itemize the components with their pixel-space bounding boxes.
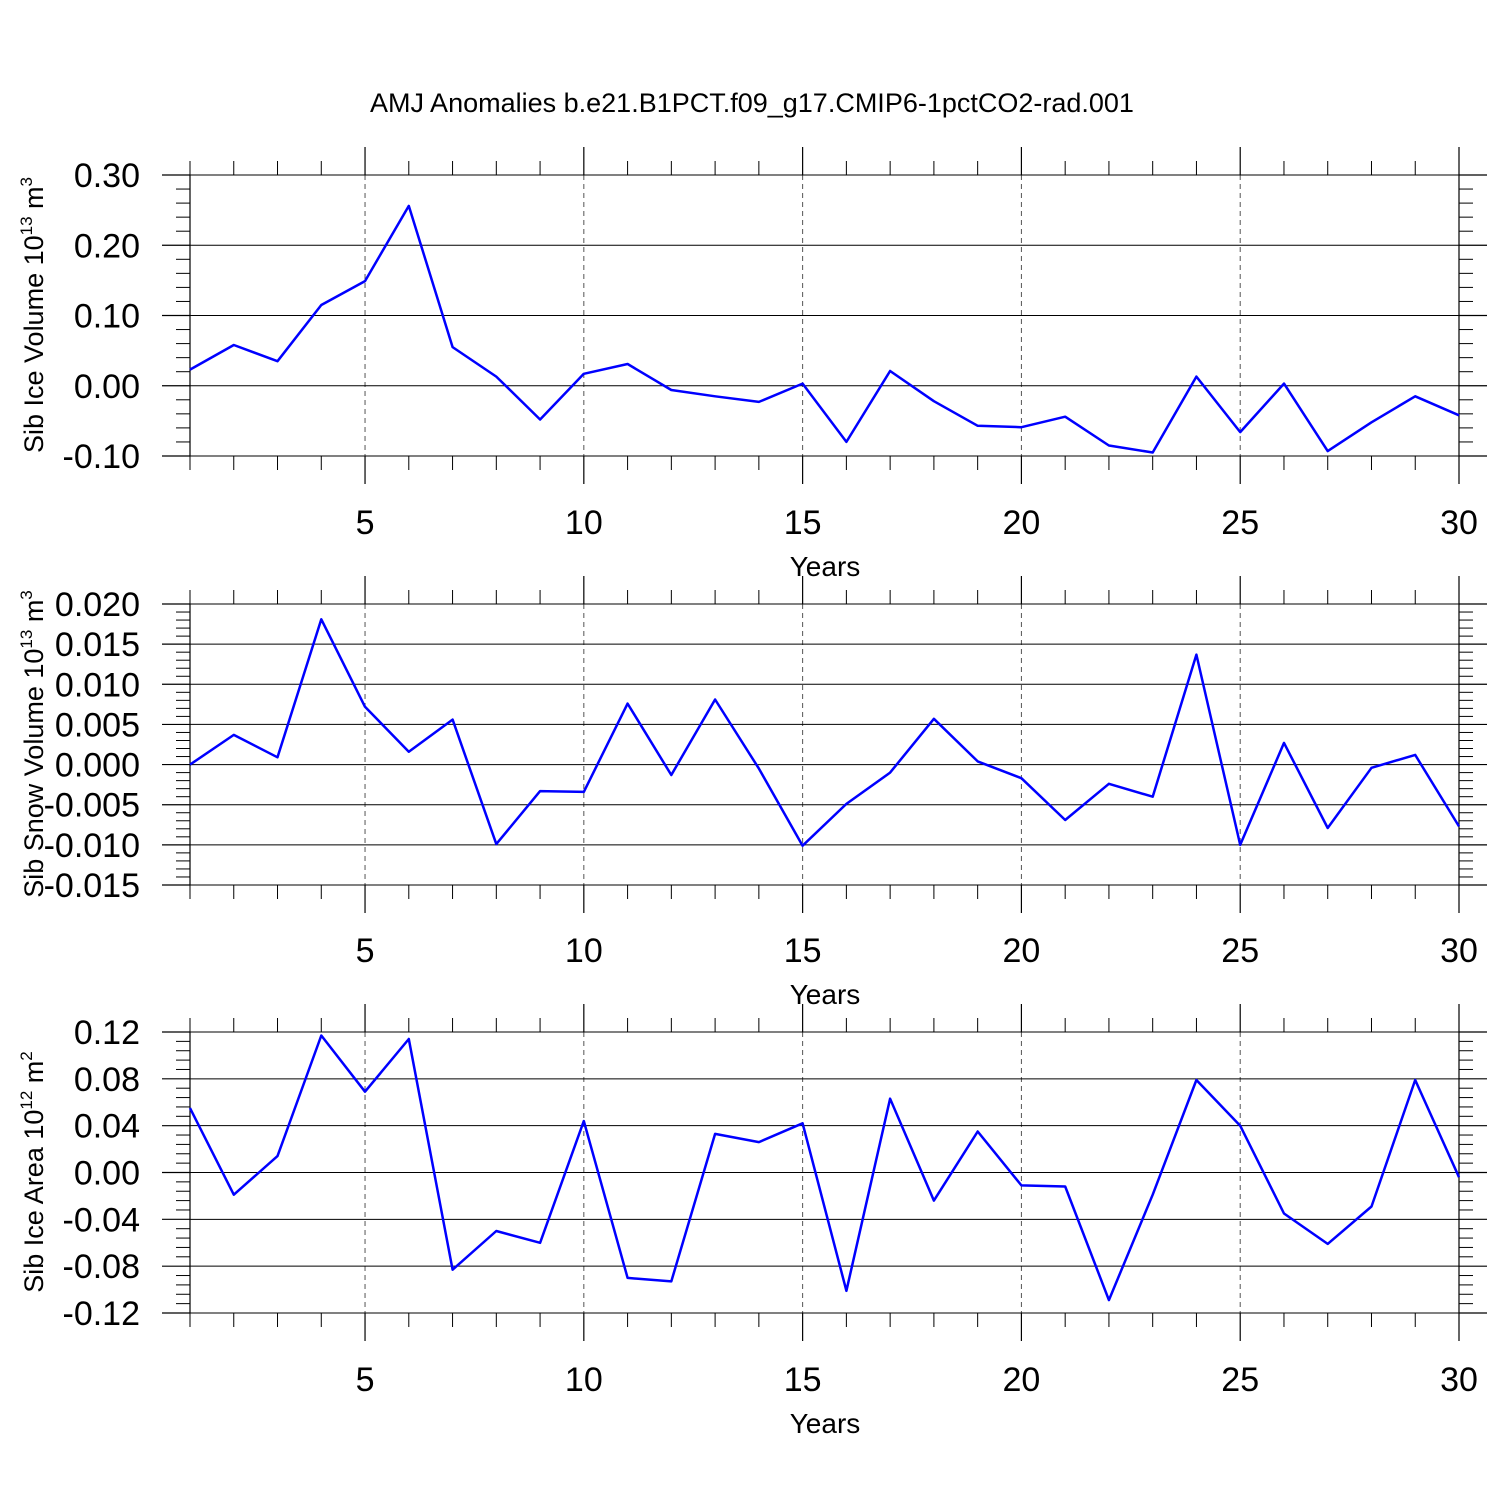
y-tick-label: 0.30: [74, 157, 140, 195]
x-tick-label: 15: [784, 932, 822, 970]
x-tick-label: 20: [1002, 1361, 1040, 1399]
y-tick-label: -0.015: [44, 867, 140, 905]
y-tick-label: -0.08: [63, 1248, 141, 1286]
x-tick-label: 30: [1440, 504, 1478, 542]
y-tick-label: -0.010: [44, 827, 140, 865]
x-tick-label: 10: [565, 1361, 603, 1399]
x-tick-label: 20: [1002, 504, 1040, 542]
y-tick-label: -0.005: [44, 787, 140, 825]
x-axis-title: Years: [790, 1408, 861, 1439]
y-tick-label: 0.04: [74, 1108, 140, 1146]
x-tick-label: 25: [1221, 1361, 1259, 1399]
y-tick-label: 0.10: [74, 298, 140, 336]
y-tick-label: 0.015: [55, 626, 140, 664]
y-tick-label: 0.08: [74, 1061, 140, 1099]
y-tick-label: -0.04: [63, 1201, 141, 1239]
y-tick-label: 0.000: [55, 747, 140, 785]
x-tick-label: 25: [1221, 504, 1259, 542]
y-tick-label: 0.20: [74, 227, 140, 265]
chart-title: AMJ Anomalies b.e21.B1PCT.f09_g17.CMIP6-…: [370, 88, 1134, 118]
x-tick-label: 20: [1002, 932, 1040, 970]
y-axis-title: Sib Ice Area 1012 m2: [17, 1051, 49, 1293]
x-tick-label: 10: [565, 504, 603, 542]
x-tick-label: 30: [1440, 932, 1478, 970]
y-tick-label: 0.12: [74, 1014, 140, 1052]
y-tick-label: 0.00: [74, 368, 140, 406]
x-axis-title: Years: [790, 551, 861, 582]
y-tick-label: 0.010: [55, 666, 140, 704]
y-tick-label: 0.005: [55, 706, 140, 744]
y-tick-label: 0.00: [74, 1155, 140, 1193]
y-tick-label: -0.10: [63, 438, 141, 476]
x-tick-label: 5: [356, 932, 375, 970]
x-tick-label: 10: [565, 932, 603, 970]
x-tick-label: 15: [784, 1361, 822, 1399]
y-tick-label: 0.020: [55, 586, 140, 624]
x-tick-label: 5: [356, 1361, 375, 1399]
y-tick-label: -0.12: [63, 1295, 141, 1333]
x-axis-title: Years: [790, 979, 861, 1010]
x-tick-label: 30: [1440, 1361, 1478, 1399]
x-tick-label: 5: [356, 504, 375, 542]
x-tick-label: 25: [1221, 932, 1259, 970]
x-tick-label: 15: [784, 504, 822, 542]
